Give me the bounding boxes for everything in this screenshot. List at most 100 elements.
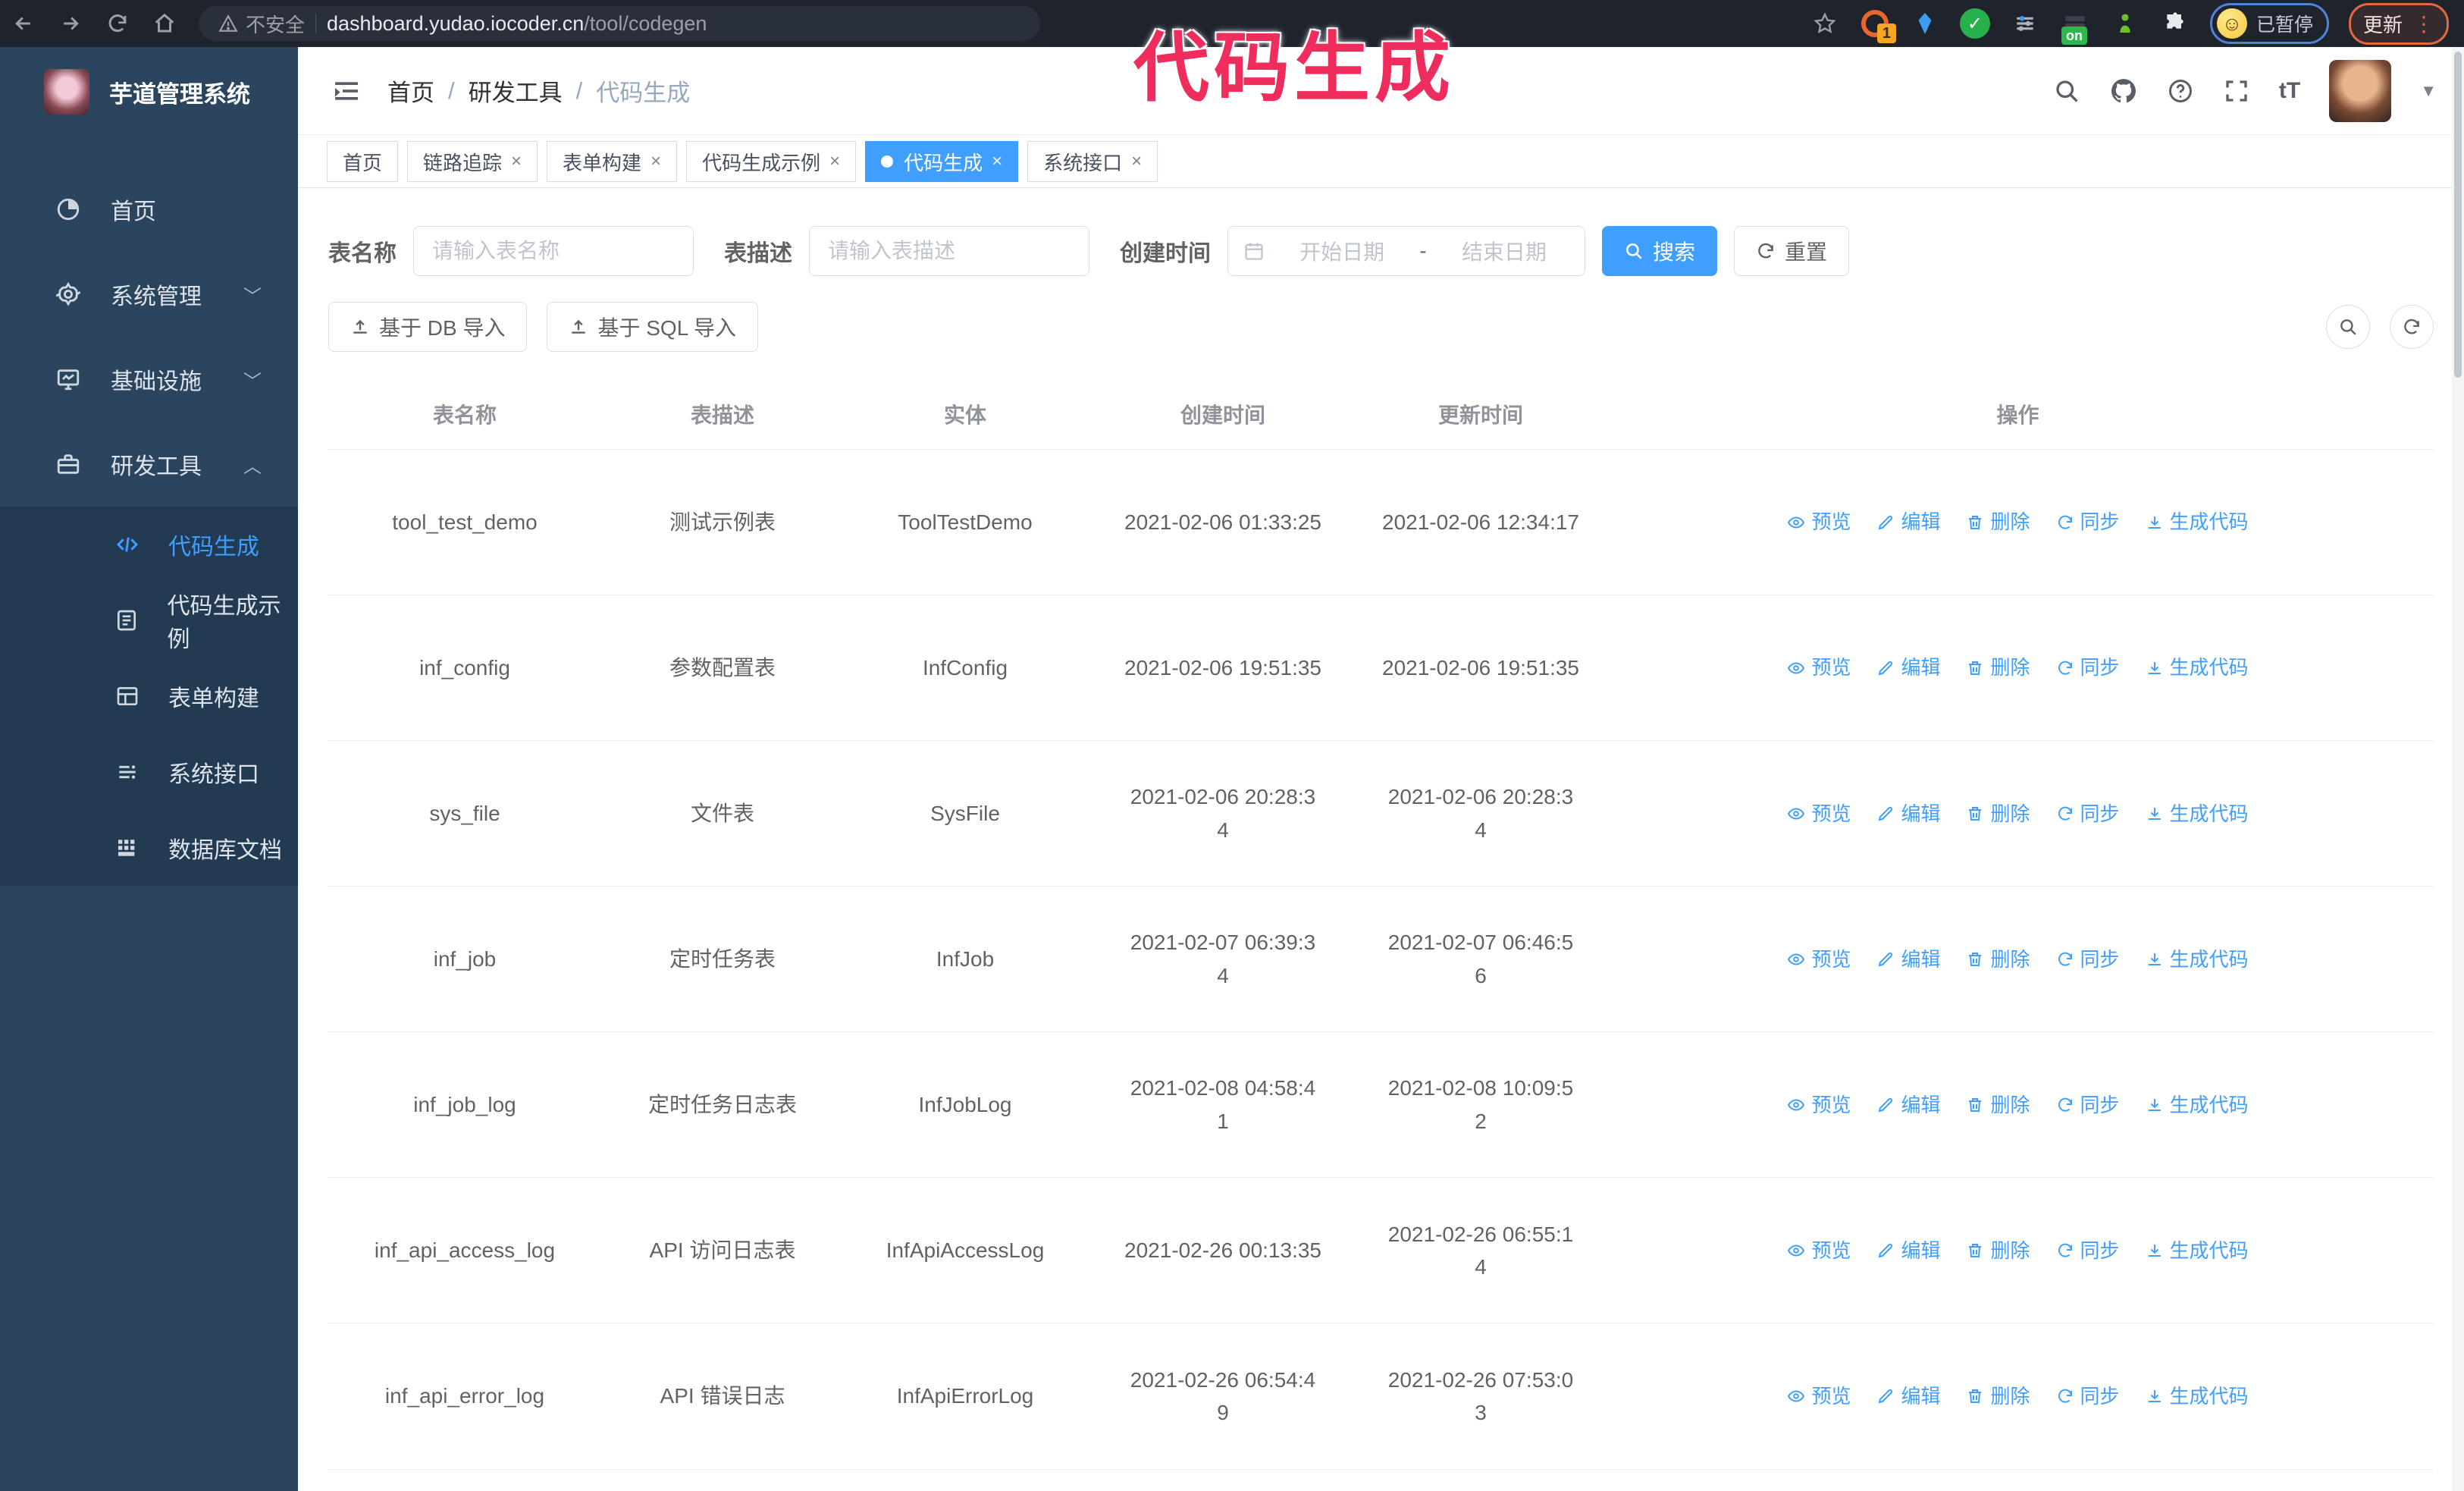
sync-link[interactable]: 同步	[2056, 1235, 2120, 1266]
edit-link[interactable]: 编辑	[1876, 507, 1940, 537]
scrollbar-thumb[interactable]	[2454, 52, 2462, 378]
app-logo-row[interactable]: 芋道管理系统	[0, 47, 298, 137]
tab[interactable]: 首页 ×	[327, 141, 399, 182]
generate-code-link[interactable]: 生成代码	[2146, 652, 2249, 683]
address-divider	[315, 14, 317, 33]
table-desc-input[interactable]	[809, 226, 1089, 276]
extension-sliders-icon[interactable]	[2010, 8, 2040, 39]
col-updated: 更新时间	[1359, 379, 1602, 450]
sidebar-item-db-doc[interactable]: 数据库文档	[0, 810, 298, 886]
reset-button[interactable]: 重置	[1734, 226, 1850, 276]
edit-link[interactable]: 编辑	[1876, 1235, 1940, 1266]
extension-check-icon[interactable]: ✓	[1959, 8, 1990, 39]
preview-link[interactable]: 预览	[1787, 799, 1851, 829]
extensions-puzzle-icon[interactable]	[2160, 8, 2190, 39]
toggle-search-button[interactable]	[2326, 305, 2370, 349]
browser-reload-icon[interactable]	[94, 0, 141, 47]
browser-home-icon[interactable]	[141, 0, 188, 47]
generate-code-link[interactable]: 生成代码	[2146, 799, 2249, 829]
sync-link[interactable]: 同步	[2056, 944, 2120, 975]
hamburger-icon[interactable]	[325, 70, 368, 112]
preview-link[interactable]: 预览	[1787, 1235, 1851, 1266]
preview-link[interactable]: 预览	[1787, 507, 1851, 537]
sidebar-item-codegen[interactable]: 代码生成	[0, 507, 298, 582]
db-import-button[interactable]: 基于 DB 导入	[328, 302, 528, 352]
search-button[interactable]: 搜索	[1602, 226, 1718, 276]
preview-link[interactable]: 预览	[1787, 1381, 1851, 1411]
github-icon[interactable]	[2109, 77, 2138, 105]
preview-link[interactable]: 预览	[1787, 652, 1851, 683]
tab[interactable]: 表单构建 ×	[547, 141, 678, 182]
sync-link[interactable]: 同步	[2056, 1381, 2120, 1411]
delete-link[interactable]: 删除	[1966, 944, 2030, 975]
extension-green-figure-icon[interactable]	[2110, 8, 2140, 39]
generate-code-link[interactable]: 生成代码	[2146, 1235, 2249, 1266]
user-avatar[interactable]	[2329, 59, 2392, 122]
edit-link[interactable]: 编辑	[1876, 799, 1940, 829]
tab-close-icon[interactable]: ×	[650, 151, 662, 171]
sidebar-item-label: 代码生成示例	[167, 594, 281, 652]
sidebar-item-devtools[interactable]: 研发工具 ︿	[0, 422, 298, 507]
delete-link[interactable]: 删除	[1966, 507, 2030, 537]
page-scrollbar[interactable]	[2452, 47, 2464, 1491]
edit-link[interactable]: 编辑	[1876, 944, 1940, 975]
edit-link[interactable]: 编辑	[1876, 652, 1940, 683]
sync-link[interactable]: 同步	[2056, 507, 2120, 537]
tab-close-icon[interactable]: ×	[992, 151, 1003, 171]
sidebar-item-codegen-example[interactable]: 代码生成示例	[0, 582, 298, 658]
extension-orange-icon[interactable]: 1	[1860, 8, 1896, 43]
font-size-icon[interactable]: tT	[2278, 77, 2301, 103]
edit-link[interactable]: 编辑	[1876, 1381, 1940, 1411]
help-icon[interactable]	[2167, 77, 2194, 105]
delete-link[interactable]: 删除	[1966, 1235, 2030, 1266]
delete-link[interactable]: 删除	[1966, 799, 2030, 829]
browser-menu-icon[interactable]: ⋮	[2413, 11, 2434, 36]
sql-import-button[interactable]: 基于 SQL 导入	[547, 302, 759, 352]
breadcrumb-home[interactable]: 首页	[387, 80, 434, 106]
generate-code-link[interactable]: 生成代码	[2146, 1381, 2249, 1411]
security-warning[interactable]: 不安全	[218, 10, 305, 38]
browser-back-icon[interactable]	[0, 0, 47, 47]
tab[interactable]: 链路追踪 ×	[407, 141, 538, 182]
profile-paused-pill[interactable]: ☺ 已暂停	[2209, 3, 2329, 44]
table-name-input[interactable]	[413, 226, 694, 276]
fullscreen-icon[interactable]	[2223, 77, 2250, 105]
edit-label: 编辑	[1901, 947, 1941, 971]
sync-link[interactable]: 同步	[2056, 799, 2120, 829]
generate-code-link[interactable]: 生成代码	[2146, 507, 2249, 537]
tab[interactable]: 代码生成示例 ×	[686, 141, 857, 182]
tab-close-icon[interactable]: ×	[829, 151, 841, 171]
sidebar-item-form-builder[interactable]: 表单构建	[0, 658, 298, 734]
browser-forward-icon[interactable]	[47, 0, 94, 47]
preview-link[interactable]: 预览	[1787, 944, 1851, 975]
sidebar-item-home[interactable]: 首页	[0, 167, 298, 252]
bookmark-star-icon[interactable]	[1810, 8, 1840, 39]
tab-close-icon[interactable]: ×	[511, 151, 522, 171]
tab-close-icon[interactable]: ×	[1131, 151, 1143, 171]
sync-link[interactable]: 同步	[2056, 1090, 2120, 1120]
tab[interactable]: 系统接口 ×	[1027, 141, 1158, 182]
preview-link[interactable]: 预览	[1787, 1090, 1851, 1120]
chevron-down-icon[interactable]: ▼	[2420, 80, 2437, 100]
delete-link[interactable]: 删除	[1966, 1090, 2030, 1120]
sync-link[interactable]: 同步	[2056, 652, 2120, 683]
tab[interactable]: 代码生成 ×	[865, 141, 1019, 182]
extension-proxy-icon[interactable]: on	[2060, 8, 2090, 45]
date-range-picker[interactable]: 开始日期 - 结束日期	[1227, 226, 1585, 276]
refresh-table-button[interactable]	[2390, 305, 2434, 349]
breadcrumb-devtools[interactable]: 研发工具	[468, 80, 563, 106]
sidebar-item-infra[interactable]: 基础设施 ﹀	[0, 337, 298, 422]
edit-link[interactable]: 编辑	[1876, 1090, 1940, 1120]
delete-link[interactable]: 删除	[1966, 1381, 2030, 1411]
refresh-icon	[1758, 243, 1773, 259]
generate-code-link[interactable]: 生成代码	[2146, 1090, 2249, 1120]
address-bar[interactable]: 不安全 dashboard.yudao.iocoder.cn/tool/code…	[199, 6, 1040, 41]
search-icon[interactable]	[2053, 77, 2080, 105]
browser-update-button[interactable]: 更新 ⋮	[2348, 2, 2449, 45]
generate-code-link[interactable]: 生成代码	[2146, 944, 2249, 975]
delete-link[interactable]: 删除	[1966, 652, 2030, 683]
extension-gem-icon[interactable]	[1910, 8, 1940, 39]
sidebar-item-system[interactable]: 系统管理 ﹀	[0, 252, 298, 337]
generate-code-label: 生成代码	[2169, 656, 2249, 680]
sidebar-item-api[interactable]: 系统接口	[0, 734, 298, 810]
